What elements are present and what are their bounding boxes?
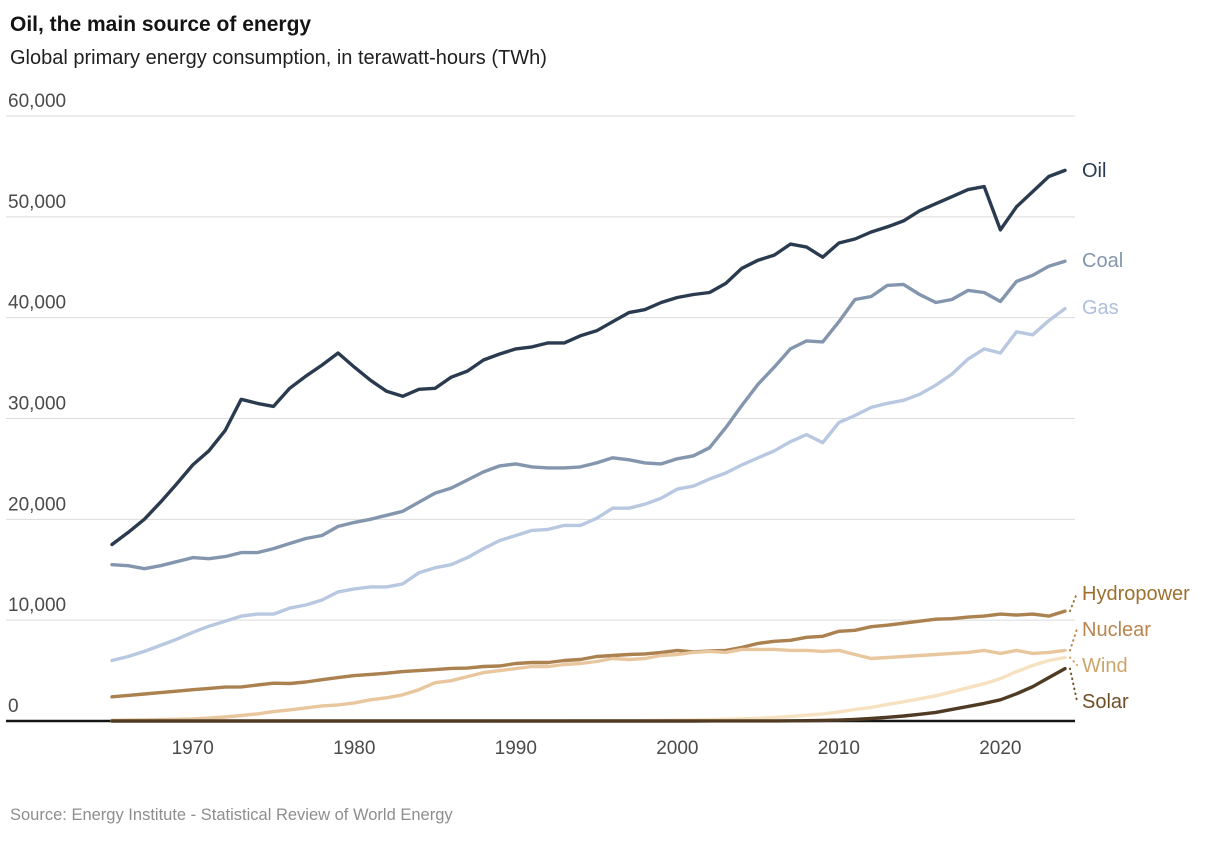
series-line-oil xyxy=(110,168,1067,547)
chart-title: Oil, the main source of energy xyxy=(10,13,312,36)
chart-header: Oil, the main source of energy Global pr… xyxy=(0,0,1220,88)
source-note: Source: Energy Institute - Statistical R… xyxy=(10,806,453,824)
y-axis-tick-label: 20,000 xyxy=(8,494,66,515)
x-axis-tick-label: 1970 xyxy=(172,738,214,759)
energy-line-chart: 0 10,000 20,000 30,000 40,000 50,000 60,000 197… xyxy=(6,91,1190,759)
x-axis-tick-label: 2000 xyxy=(656,738,698,759)
x-axis-tick-label: 2020 xyxy=(979,738,1021,759)
label-leader-wind xyxy=(1069,656,1078,666)
series-label-wind: Wind xyxy=(1082,655,1128,677)
series-line-coal xyxy=(110,259,1067,571)
label-leader-hydropower xyxy=(1069,592,1078,613)
series-line-nuclear xyxy=(110,647,1067,722)
label-leader-solar xyxy=(1069,667,1078,702)
series-line-solar xyxy=(110,666,1067,723)
series-label-coal: Coal xyxy=(1082,250,1123,272)
y-axis-tick-label: 0 xyxy=(8,696,19,717)
series-line-hydropower xyxy=(110,609,1067,699)
series-label-gas: Gas xyxy=(1082,297,1119,319)
series-label-hydropower: Hydropower xyxy=(1082,583,1190,605)
y-axis-tick-label: 50,000 xyxy=(8,192,66,213)
series-label-solar: Solar xyxy=(1082,691,1129,713)
y-axis-tick-label: 60,000 xyxy=(8,91,66,112)
x-axis-tick-label: 1980 xyxy=(333,738,375,759)
y-axis-tick-label: 10,000 xyxy=(8,595,66,616)
series-line-wind xyxy=(110,655,1067,723)
x-axis-tick-label: 1990 xyxy=(495,738,537,759)
x-axis-tick-label: 2010 xyxy=(818,738,860,759)
label-leader-nuclear xyxy=(1069,628,1078,652)
series-label-nuclear: Nuclear xyxy=(1082,619,1151,641)
y-axis-tick-label: 30,000 xyxy=(8,394,66,415)
y-axis-tick-label: 40,000 xyxy=(8,293,66,314)
series-line-gas xyxy=(110,306,1067,663)
series-label-oil: Oil xyxy=(1082,160,1106,182)
chart-subtitle: Global primary energy consumption, in te… xyxy=(10,47,547,69)
